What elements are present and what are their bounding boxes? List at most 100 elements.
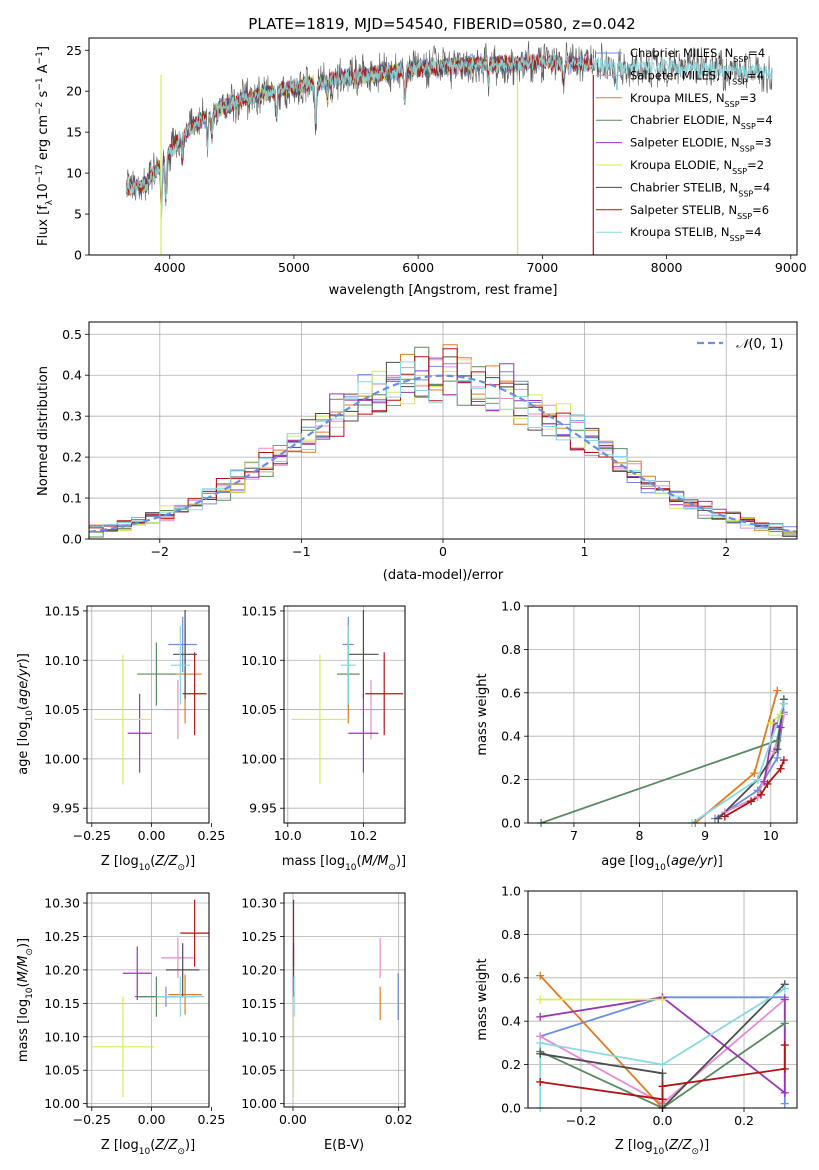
y-tick-label: 0.0 [62, 532, 82, 547]
y-tick-label: 10 [66, 166, 82, 181]
weight-marker-kroupa_stelib [536, 1038, 545, 1047]
y-tick-label: 9.95 [249, 801, 277, 816]
weight-marker-kroupa_stelib [753, 775, 762, 784]
age-mass-panel: 10.0 10.2 9.95 10.00 10.05 10.10 10.15 mass [lo… [241, 603, 406, 873]
spectrum-xlabel: wavelength [Angstrom, rest frame] [329, 283, 558, 298]
y-tick-label: 5 [74, 207, 82, 222]
x-tick-label: 0.25 [197, 828, 225, 843]
plot-area [89, 322, 797, 539]
y-tick-label: 0.1 [62, 491, 82, 506]
weight-line-kroupa_miles [539, 974, 664, 1108]
x-tick-label: 6000 [402, 260, 434, 275]
x-tick-label: 0.0 [653, 1113, 673, 1128]
weight-marker-salpeter_stelib [776, 764, 785, 773]
y-tick-label: 10.00 [241, 1096, 277, 1111]
y-tick-label: 0 [74, 248, 82, 263]
y-tick-label: 0.4 [501, 1014, 521, 1029]
age-Z-xlabel: Z [log10(Z/Z⊙)] [101, 854, 195, 873]
x-tick-label: 7 [570, 828, 578, 843]
x-tick-label: 9 [701, 828, 709, 843]
y-tick-label: 10.30 [44, 896, 80, 911]
spectrum-legend: Chabrier MILES, NSSP=4 Salpeter MILES, NS… [596, 46, 773, 243]
weight-marker-salpeter_stelib [763, 779, 772, 788]
weight-marker-salpeter_stelib [779, 756, 788, 765]
weight-marker-chabrier_stelib [714, 814, 723, 823]
y-tick-label: 1.0 [501, 884, 521, 899]
plot-area [125, 40, 773, 255]
weight-marker-chabrier_miles [780, 1099, 789, 1108]
x-tick-label: −0.2 [566, 1113, 596, 1128]
axes-frame [86, 892, 210, 1108]
weight-age-panel-ylabel: mass weight [475, 673, 490, 755]
y-tick-label: 10.00 [241, 751, 277, 766]
y-tick-label: 10.10 [44, 653, 80, 668]
y-tick-label: 10.05 [241, 1063, 277, 1078]
weight-marker-chabrier_miles [773, 753, 782, 762]
weight-marker-salpeter_elodie [776, 723, 785, 732]
spectrum-line-kroupa_stelib [125, 53, 773, 215]
y-tick-label: 0.6 [501, 970, 521, 985]
weight-marker-salpeter_stelib [780, 1064, 789, 1073]
legend-label-salpeter_miles: Salpeter MILES, NSSP=4 [630, 68, 764, 86]
y-tick-label: 10.05 [44, 702, 80, 717]
weight-marker-kroupa_stelib [779, 699, 788, 708]
y-tick-label: 10.10 [241, 1029, 277, 1044]
weight-marker-kroupa_elodie [776, 710, 785, 719]
weight-marker-kroupa_miles [750, 769, 759, 778]
weight-Z-panel-ylabel: mass weight [475, 958, 490, 1040]
x-tick-label: 5000 [278, 260, 310, 275]
x-tick-label: 9000 [775, 260, 807, 275]
y-tick-label: 10.10 [44, 1029, 80, 1044]
y-tick-label: 10.25 [44, 929, 80, 944]
y-tick-label: 1.0 [501, 599, 521, 614]
weight-age-panel: 7 8 9 10 0.0 0.2 0.4 0.6 0.8 1.0 mass weight age [l… [475, 599, 798, 873]
x-tick-label: 10 [763, 828, 779, 843]
legend-label-salpeter_stelib: Salpeter STELIB, NSSP=6 [630, 203, 769, 221]
weight-marker-chabrier_elodie [780, 1019, 789, 1028]
mass-Z-xlabel: Z [log10(Z/Z⊙)] [101, 1138, 195, 1157]
weight-marker-kroupa_elodie [658, 995, 667, 1004]
weight-marker-salpeter_elodie [780, 1088, 789, 1097]
residual-xlabel: (data-model)/error [383, 568, 504, 583]
plot-area [284, 606, 405, 823]
weight-marker-salpeter_stelib [536, 1077, 545, 1086]
y-tick-label: 10.00 [44, 1096, 80, 1111]
weight-marker-salpeter_stelib [780, 1041, 789, 1050]
axes-frame [283, 892, 406, 1108]
figure-title: PLATE=1819, MJD=54540, FIBERID=0580, z=0… [248, 15, 635, 33]
x-tick-label: 0.00 [138, 1112, 166, 1127]
y-tick-label: 0.0 [501, 816, 521, 831]
y-tick-label: 0.2 [501, 1057, 521, 1072]
y-tick-label: 10.00 [44, 751, 80, 766]
x-tick-label: −0.25 [73, 1112, 111, 1127]
legend-label-salpeter_elodie: Salpeter ELODIE, NSSP=3 [630, 136, 772, 154]
y-tick-label: 10.10 [241, 653, 277, 668]
weight-marker-kroupa_elodie [766, 719, 775, 728]
legend-label-chabrier_elodie: Chabrier ELODIE, NSSP=4 [630, 113, 773, 131]
y-tick-label: 10.15 [44, 603, 80, 618]
weight-line-chabrier_elodie [540, 703, 785, 823]
weight-line-kroupa_stelib [539, 987, 786, 1108]
age-mass-xlabel: mass [log10(M/M⊙)] [282, 854, 406, 873]
y-tick-label: 0.3 [62, 409, 82, 424]
weight-marker-salpeter_elodie [780, 995, 789, 1004]
axes-frame [86, 605, 210, 824]
x-tick-label: 7000 [526, 260, 558, 275]
weight-marker-chabrier_stelib [773, 745, 782, 754]
legend-label-chabrier_miles: Chabrier MILES, NSSP=4 [630, 46, 765, 64]
legend-label-kroupa_miles: Kroupa MILES, NSSP=3 [630, 91, 756, 109]
weight-marker-chabrier_stelib [536, 1049, 545, 1058]
y-tick-label: 10.15 [241, 603, 277, 618]
weight-marker-salpeter_stelib [756, 790, 765, 799]
age-Z-ylabel: age [log10(age/yr)] [16, 653, 35, 775]
x-tick-label: 1 [581, 544, 589, 559]
y-tick-label: 10.30 [241, 896, 277, 911]
mass-Z-ylabel: mass [log10(M/M⊙)] [16, 938, 35, 1062]
y-tick-label: 15 [66, 125, 82, 140]
residual-panel: −2 −1 0 1 2 0.0 0.1 0.2 0.3 0.4 0.5 (data-model)/er… [36, 321, 798, 583]
x-tick-label: 8000 [651, 260, 683, 275]
y-tick-label: 25 [66, 43, 82, 58]
y-tick-label: 0.8 [501, 927, 521, 942]
x-tick-label: 0.25 [197, 1112, 225, 1127]
x-tick-label: 0.00 [138, 828, 166, 843]
